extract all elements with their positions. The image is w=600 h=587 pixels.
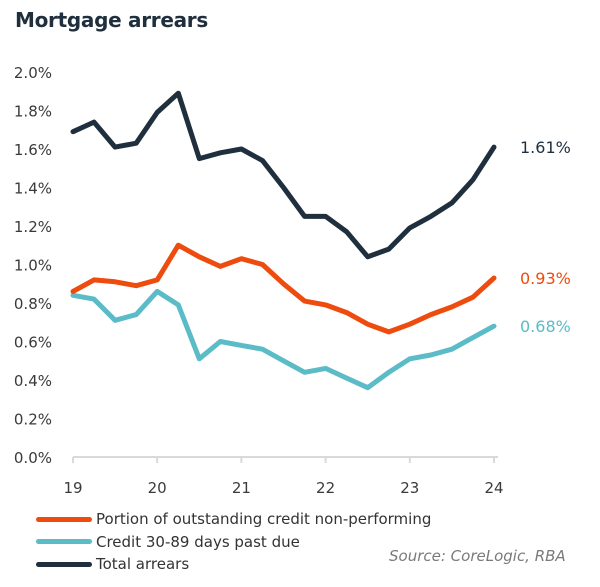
series-line-2 xyxy=(70,90,497,260)
y-tick-label: 0.6% xyxy=(14,334,52,352)
x-tick-label: 23 xyxy=(400,479,419,497)
legend-label: Credit 30-89 days past due xyxy=(96,532,300,551)
end-labels: 0.93% 0.68% 1.61% xyxy=(520,138,571,336)
x-tick-label: 24 xyxy=(484,479,503,497)
y-tick-label: 1.8% xyxy=(14,103,52,121)
y-axis: 0.0% 0.2% 0.4% 0.6% 0.8% 1.0% 1.2% 1.4% 1.6% 1.8%… xyxy=(14,64,52,467)
series-lines xyxy=(70,90,497,391)
legend-item-30-89-days: Credit 30-89 days past due xyxy=(36,531,431,554)
x-axis: 19 20 21 22 23 24 xyxy=(63,456,504,497)
chart-title: Mortgage arrears xyxy=(15,8,208,32)
y-tick-label: 1.6% xyxy=(14,141,52,159)
legend-swatch-30-89-days xyxy=(36,539,92,545)
y-tick-label: 2.0% xyxy=(14,64,52,82)
y-tick-label: 0.8% xyxy=(14,295,52,313)
source-note: Source: CoreLogic, RBA xyxy=(389,547,566,565)
end-label-1: 0.68% xyxy=(520,317,571,336)
legend: Portion of outstanding credit non-perfor… xyxy=(36,508,431,576)
x-tick-label: 19 xyxy=(63,479,82,497)
series-line-0 xyxy=(70,242,497,335)
legend-item-non-performing: Portion of outstanding credit non-perfor… xyxy=(36,508,431,531)
end-label-2: 1.61% xyxy=(520,138,571,157)
x-tick-label: 22 xyxy=(316,479,335,497)
legend-label: Portion of outstanding credit non-perfor… xyxy=(96,510,432,529)
y-tick-label: 0.2% xyxy=(14,411,52,429)
legend-label: Total arrears xyxy=(96,555,190,574)
y-tick-label: 1.2% xyxy=(14,218,52,236)
series-line-1 xyxy=(70,288,497,391)
legend-swatch-total-arrears xyxy=(36,561,92,567)
legend-swatch-non-performing xyxy=(36,516,92,522)
y-tick-label: 1.0% xyxy=(14,257,52,275)
y-tick-label: 0.4% xyxy=(14,372,52,390)
y-tick-label: 0.0% xyxy=(14,449,52,467)
x-tick-label: 20 xyxy=(148,479,167,497)
end-label-0: 0.93% xyxy=(520,269,571,288)
x-tick-label: 21 xyxy=(232,479,251,497)
legend-item-total-arrears: Total arrears xyxy=(36,553,431,576)
y-tick-label: 1.4% xyxy=(14,180,52,198)
